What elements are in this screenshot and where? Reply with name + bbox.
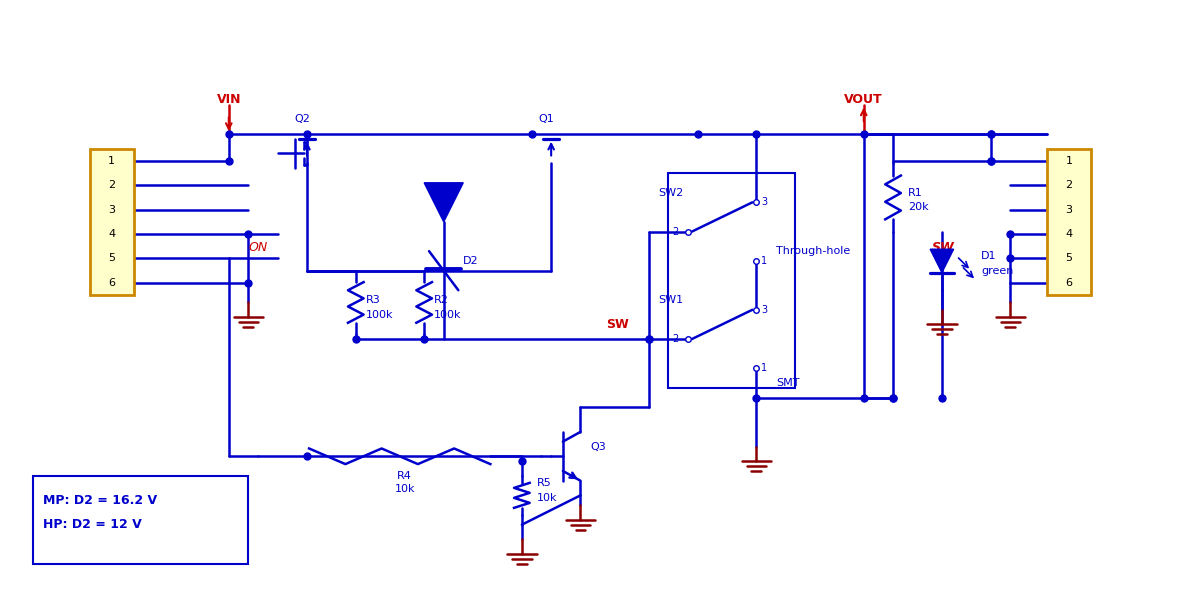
Text: R2: R2 bbox=[434, 295, 449, 305]
Text: SW: SW bbox=[606, 318, 629, 331]
Text: MP: D2 = 16.2 V: MP: D2 = 16.2 V bbox=[43, 494, 157, 507]
Text: 1: 1 bbox=[1066, 156, 1073, 166]
Polygon shape bbox=[930, 249, 954, 272]
Text: 4: 4 bbox=[1066, 229, 1073, 239]
Text: Q1: Q1 bbox=[539, 114, 554, 124]
Text: 3: 3 bbox=[1066, 205, 1073, 215]
Text: SW: SW bbox=[932, 241, 955, 254]
Text: VIN: VIN bbox=[216, 93, 241, 106]
Text: SW1: SW1 bbox=[659, 295, 684, 305]
Text: 6: 6 bbox=[108, 278, 115, 288]
Text: 2: 2 bbox=[108, 180, 115, 190]
Text: SMT: SMT bbox=[776, 378, 799, 388]
Text: VOUT: VOUT bbox=[845, 93, 883, 106]
FancyBboxPatch shape bbox=[90, 149, 133, 295]
Text: 3: 3 bbox=[761, 305, 767, 315]
Text: Q2: Q2 bbox=[294, 114, 310, 124]
Text: 10k: 10k bbox=[395, 484, 415, 494]
Text: 1: 1 bbox=[761, 364, 767, 373]
Text: SW2: SW2 bbox=[659, 188, 684, 197]
Text: 3: 3 bbox=[108, 205, 115, 215]
Text: 5: 5 bbox=[1066, 253, 1073, 263]
Text: Q3: Q3 bbox=[590, 442, 606, 452]
Text: 6: 6 bbox=[1066, 278, 1073, 288]
Text: 20k: 20k bbox=[907, 202, 929, 212]
Text: 1: 1 bbox=[108, 156, 115, 166]
Text: R5: R5 bbox=[536, 478, 551, 488]
FancyBboxPatch shape bbox=[1046, 149, 1091, 295]
Text: 2: 2 bbox=[672, 334, 678, 344]
Text: 4: 4 bbox=[108, 229, 115, 239]
Text: D2: D2 bbox=[463, 256, 479, 266]
Text: D1: D1 bbox=[980, 251, 996, 261]
Text: R1: R1 bbox=[907, 188, 923, 197]
Text: 3: 3 bbox=[761, 197, 767, 208]
Text: R4: R4 bbox=[397, 471, 412, 481]
Text: 100k: 100k bbox=[366, 310, 394, 320]
Text: 1: 1 bbox=[761, 256, 767, 266]
Text: HP: D2 = 12 V: HP: D2 = 12 V bbox=[43, 518, 142, 531]
Text: 10k: 10k bbox=[536, 493, 557, 503]
Text: 2: 2 bbox=[1066, 180, 1073, 190]
FancyBboxPatch shape bbox=[34, 476, 248, 564]
Text: green: green bbox=[980, 266, 1013, 275]
Polygon shape bbox=[424, 183, 463, 222]
Text: ON: ON bbox=[248, 241, 268, 254]
Text: Through-hole: Through-hole bbox=[776, 246, 850, 256]
Text: 100k: 100k bbox=[434, 310, 462, 320]
Text: 5: 5 bbox=[108, 253, 115, 263]
Text: R3: R3 bbox=[366, 295, 380, 305]
Text: 2: 2 bbox=[672, 227, 678, 236]
